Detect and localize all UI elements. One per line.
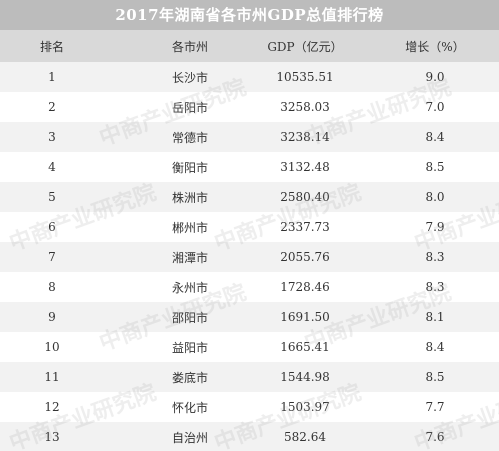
rank-cell: 2 <box>48 100 56 114</box>
growth-cell: 7.0 <box>425 100 445 114</box>
rank-cell: 12 <box>44 400 60 414</box>
table-row: 13 自治州 582.64 7.6 <box>0 422 499 451</box>
growth-cell: 8.4 <box>425 340 445 354</box>
gdp-cell: 2055.76 <box>280 250 330 264</box>
rank-cell: 7 <box>48 250 56 264</box>
gdp-cell: 3238.14 <box>280 130 330 144</box>
table-row: 10 益阳市 1665.41 8.4 <box>0 332 499 362</box>
growth-cell: 8.1 <box>425 310 445 324</box>
rank-cell: 5 <box>48 190 56 204</box>
gdp-cell: 3258.03 <box>280 100 330 114</box>
growth-cell: 8.3 <box>425 250 445 264</box>
gdp-cell: 1544.98 <box>280 370 330 384</box>
header-rank: 排名 <box>39 39 64 54</box>
table-row: 3 常德市 3238.14 8.4 <box>0 122 499 152</box>
table-row: 8 永州市 1728.46 8.3 <box>0 272 499 302</box>
table-row: 5 株洲市 2580.40 8.0 <box>0 182 499 212</box>
table-body: 1 长沙市 10535.51 9.0 2 岳阳市 3258.03 7.0 3 常德市 3238.14… <box>0 62 499 451</box>
rank-cell: 9 <box>48 310 56 324</box>
table-row: 12 怀化市 1503.97 7.7 <box>0 392 499 422</box>
city-cell: 怀化市 <box>171 400 208 415</box>
growth-cell: 8.0 <box>425 190 445 204</box>
header-gdp: GDP（亿元） <box>267 39 343 54</box>
city-cell: 永州市 <box>171 280 208 295</box>
growth-cell: 8.4 <box>425 130 445 144</box>
table-title: 2017年湖南省各市州GDP总值排行榜 <box>0 0 499 30</box>
rank-cell: 10 <box>44 340 60 354</box>
table-row: 1 长沙市 10535.51 9.0 <box>0 62 499 92</box>
growth-cell: 8.5 <box>425 370 445 384</box>
rank-cell: 4 <box>48 160 56 174</box>
table-header-row: 排名 各市州 GDP（亿元） 增长（%） <box>0 30 499 62</box>
header-city: 各市州 <box>171 39 208 54</box>
table-row: 7 湘潭市 2055.76 8.3 <box>0 242 499 272</box>
rank-cell: 8 <box>48 280 56 294</box>
gdp-cell: 3132.48 <box>280 160 330 174</box>
city-cell: 岳阳市 <box>171 100 208 115</box>
table-row: 4 衡阳市 3132.48 8.5 <box>0 152 499 182</box>
rank-cell: 11 <box>44 370 60 384</box>
city-cell: 邵阳市 <box>171 310 208 325</box>
header-growth: 增长（%） <box>405 39 465 54</box>
city-cell: 自治州 <box>171 430 208 445</box>
gdp-cell: 2580.40 <box>280 190 330 204</box>
gdp-cell: 2337.73 <box>280 220 330 234</box>
city-cell: 衡阳市 <box>171 160 208 175</box>
city-cell: 湘潭市 <box>171 250 208 265</box>
city-cell: 娄底市 <box>171 370 208 385</box>
gdp-cell: 1665.41 <box>280 340 330 354</box>
growth-cell: 7.6 <box>425 430 445 444</box>
rank-cell: 3 <box>48 130 56 144</box>
table-row: 9 邵阳市 1691.50 8.1 <box>0 302 499 332</box>
rank-cell: 13 <box>44 430 60 444</box>
rank-cell: 6 <box>48 220 56 234</box>
city-cell: 常德市 <box>171 130 208 145</box>
gdp-cell: 582.64 <box>284 430 326 444</box>
growth-cell: 7.9 <box>425 220 445 234</box>
city-cell: 益阳市 <box>171 340 208 355</box>
growth-cell: 7.7 <box>425 400 445 414</box>
city-cell: 郴州市 <box>171 220 208 235</box>
table-row: 11 娄底市 1544.98 8.5 <box>0 362 499 392</box>
gdp-cell: 10535.51 <box>276 70 334 84</box>
gdp-cell: 1728.46 <box>280 280 330 294</box>
table-row: 2 岳阳市 3258.03 7.0 <box>0 92 499 122</box>
gdp-cell: 1503.97 <box>280 400 330 414</box>
growth-cell: 9.0 <box>425 70 445 84</box>
gdp-cell: 1691.50 <box>280 310 330 324</box>
growth-cell: 8.5 <box>425 160 445 174</box>
table-row: 6 郴州市 2337.73 7.9 <box>0 212 499 242</box>
growth-cell: 8.3 <box>425 280 445 294</box>
city-cell: 株洲市 <box>171 190 208 205</box>
rank-cell: 1 <box>48 70 56 84</box>
city-cell: 长沙市 <box>171 70 208 85</box>
